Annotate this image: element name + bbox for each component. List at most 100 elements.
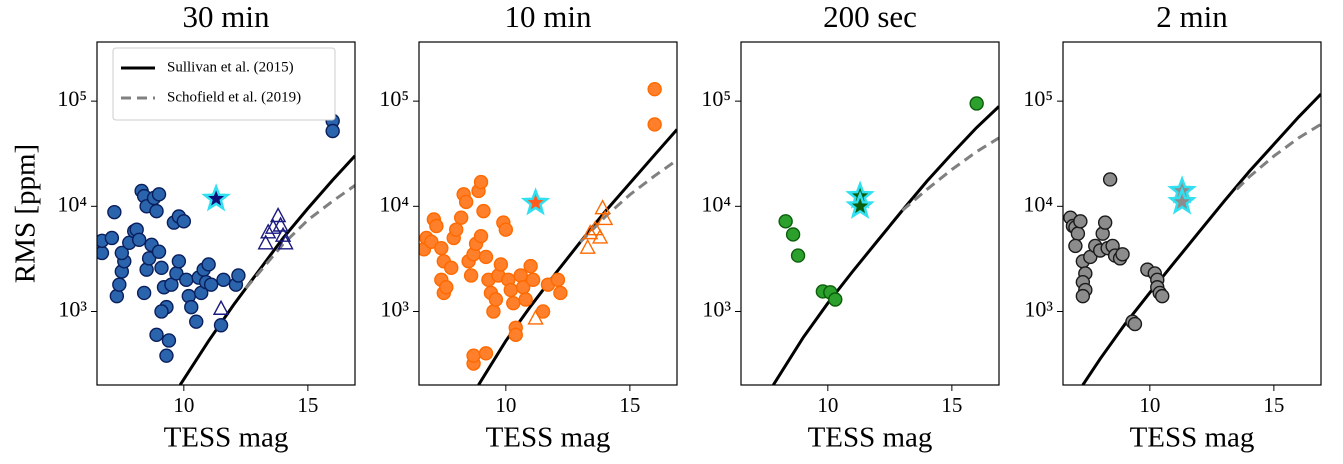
plot-area	[1063, 92, 1321, 385]
axes-frame	[418, 41, 678, 386]
data-point	[550, 272, 566, 288]
y-axis-label: RMS [ppm]	[10, 144, 42, 283]
data-point	[1115, 247, 1130, 262]
data-point	[478, 249, 494, 265]
data-point	[1167, 186, 1197, 215]
y-tick-label: 10⁵	[57, 86, 87, 111]
model-curve	[1081, 92, 1321, 385]
data-point	[453, 210, 469, 225]
data-point	[1073, 214, 1088, 229]
data-point	[508, 327, 523, 343]
data-point	[527, 309, 544, 325]
data-point	[151, 187, 167, 202]
panel-title: 10 min	[505, 0, 592, 34]
data-point	[1070, 226, 1086, 241]
data-point	[1155, 288, 1170, 304]
data-point	[790, 248, 806, 263]
model-curve	[244, 184, 355, 290]
legend-label: Schofield et al. (2019)	[167, 89, 301, 105]
legend-label: Sullivan et al. (2015)	[167, 59, 294, 75]
legend-box	[112, 47, 336, 121]
data-point	[189, 314, 204, 329]
data-point	[325, 123, 340, 139]
axes-frame	[1062, 41, 1322, 386]
data-point	[179, 272, 194, 288]
model-curve	[1235, 122, 1321, 191]
x-tick-label: 10	[495, 393, 516, 417]
x-tick-label: 10	[1139, 393, 1160, 417]
data-point	[579, 238, 596, 254]
y-tick-label: 10⁴	[1023, 191, 1053, 216]
data-point	[1068, 238, 1083, 254]
y-tick-label: 10³	[380, 297, 409, 322]
data-point	[213, 318, 229, 333]
data-point	[434, 240, 449, 256]
data-point	[498, 222, 514, 237]
panel-title: 30 min	[183, 0, 270, 34]
data-point	[260, 223, 277, 239]
x-tick-label: 15	[297, 393, 318, 417]
y-tick-label: 10⁵	[1023, 86, 1053, 111]
panel: 200 sec TESS mag 10 15 10³ 10⁴ 10⁵	[701, 0, 1000, 454]
data-point	[136, 285, 152, 301]
data-point	[159, 348, 174, 363]
y-tick-label: 10⁵	[379, 86, 409, 111]
data-point	[201, 257, 216, 272]
panel: 10 min TESS mag 10 15 10³ 10⁴ 10⁵	[379, 0, 678, 454]
data-point	[154, 304, 169, 319]
data-point	[594, 199, 611, 215]
data-point	[161, 333, 177, 348]
axes-frame	[740, 41, 1000, 386]
y-tick-label: 10⁴	[57, 191, 87, 216]
data-point	[449, 222, 464, 237]
data-point	[458, 194, 474, 210]
data-point	[969, 96, 984, 111]
model-curve	[772, 105, 999, 385]
data-point	[845, 190, 875, 219]
data-point	[520, 187, 551, 216]
data-point	[1127, 316, 1143, 332]
data-point	[176, 214, 192, 229]
data-point	[149, 327, 164, 343]
data-point	[778, 214, 793, 229]
data-point	[1102, 172, 1118, 187]
x-tick-label: 10	[817, 393, 838, 417]
data-point	[212, 299, 230, 315]
data-point	[1097, 215, 1113, 230]
data-point	[518, 292, 533, 307]
x-axis-label: TESS mag	[1130, 422, 1255, 454]
panel: 30 min TESS mag RMS [ppm] 10 15 10³ 10⁴ 10⁵ Sull…	[10, 0, 356, 454]
model-curve	[579, 158, 677, 244]
data-point	[476, 203, 491, 219]
y-tick-label: 10⁴	[701, 191, 731, 216]
data-point	[184, 299, 199, 315]
data-point	[503, 282, 518, 298]
data-point	[486, 304, 501, 319]
y-tick-label: 10³	[1024, 297, 1053, 322]
data-point	[478, 346, 494, 361]
data-point	[257, 234, 274, 250]
data-point	[582, 224, 599, 240]
panel-title: 2 min	[1156, 0, 1228, 34]
data-point	[424, 234, 439, 249]
data-point	[444, 260, 459, 276]
y-tick-label: 10⁴	[379, 191, 409, 216]
x-tick-label: 15	[1263, 393, 1284, 417]
panel-title: 200 sec	[823, 0, 917, 34]
data-point	[647, 81, 662, 97]
data-point	[647, 117, 662, 132]
x-tick-label: 15	[941, 393, 962, 417]
data-point	[553, 285, 568, 301]
data-point	[1075, 288, 1091, 304]
data-point	[154, 260, 169, 276]
data-point	[171, 254, 187, 269]
data-point	[513, 268, 528, 283]
data-point	[523, 258, 538, 274]
data-point	[107, 204, 122, 220]
data-point	[201, 183, 231, 212]
x-axis-label: TESS mag	[164, 422, 289, 454]
data-point	[264, 218, 282, 234]
y-tick-label: 10³	[702, 297, 731, 322]
